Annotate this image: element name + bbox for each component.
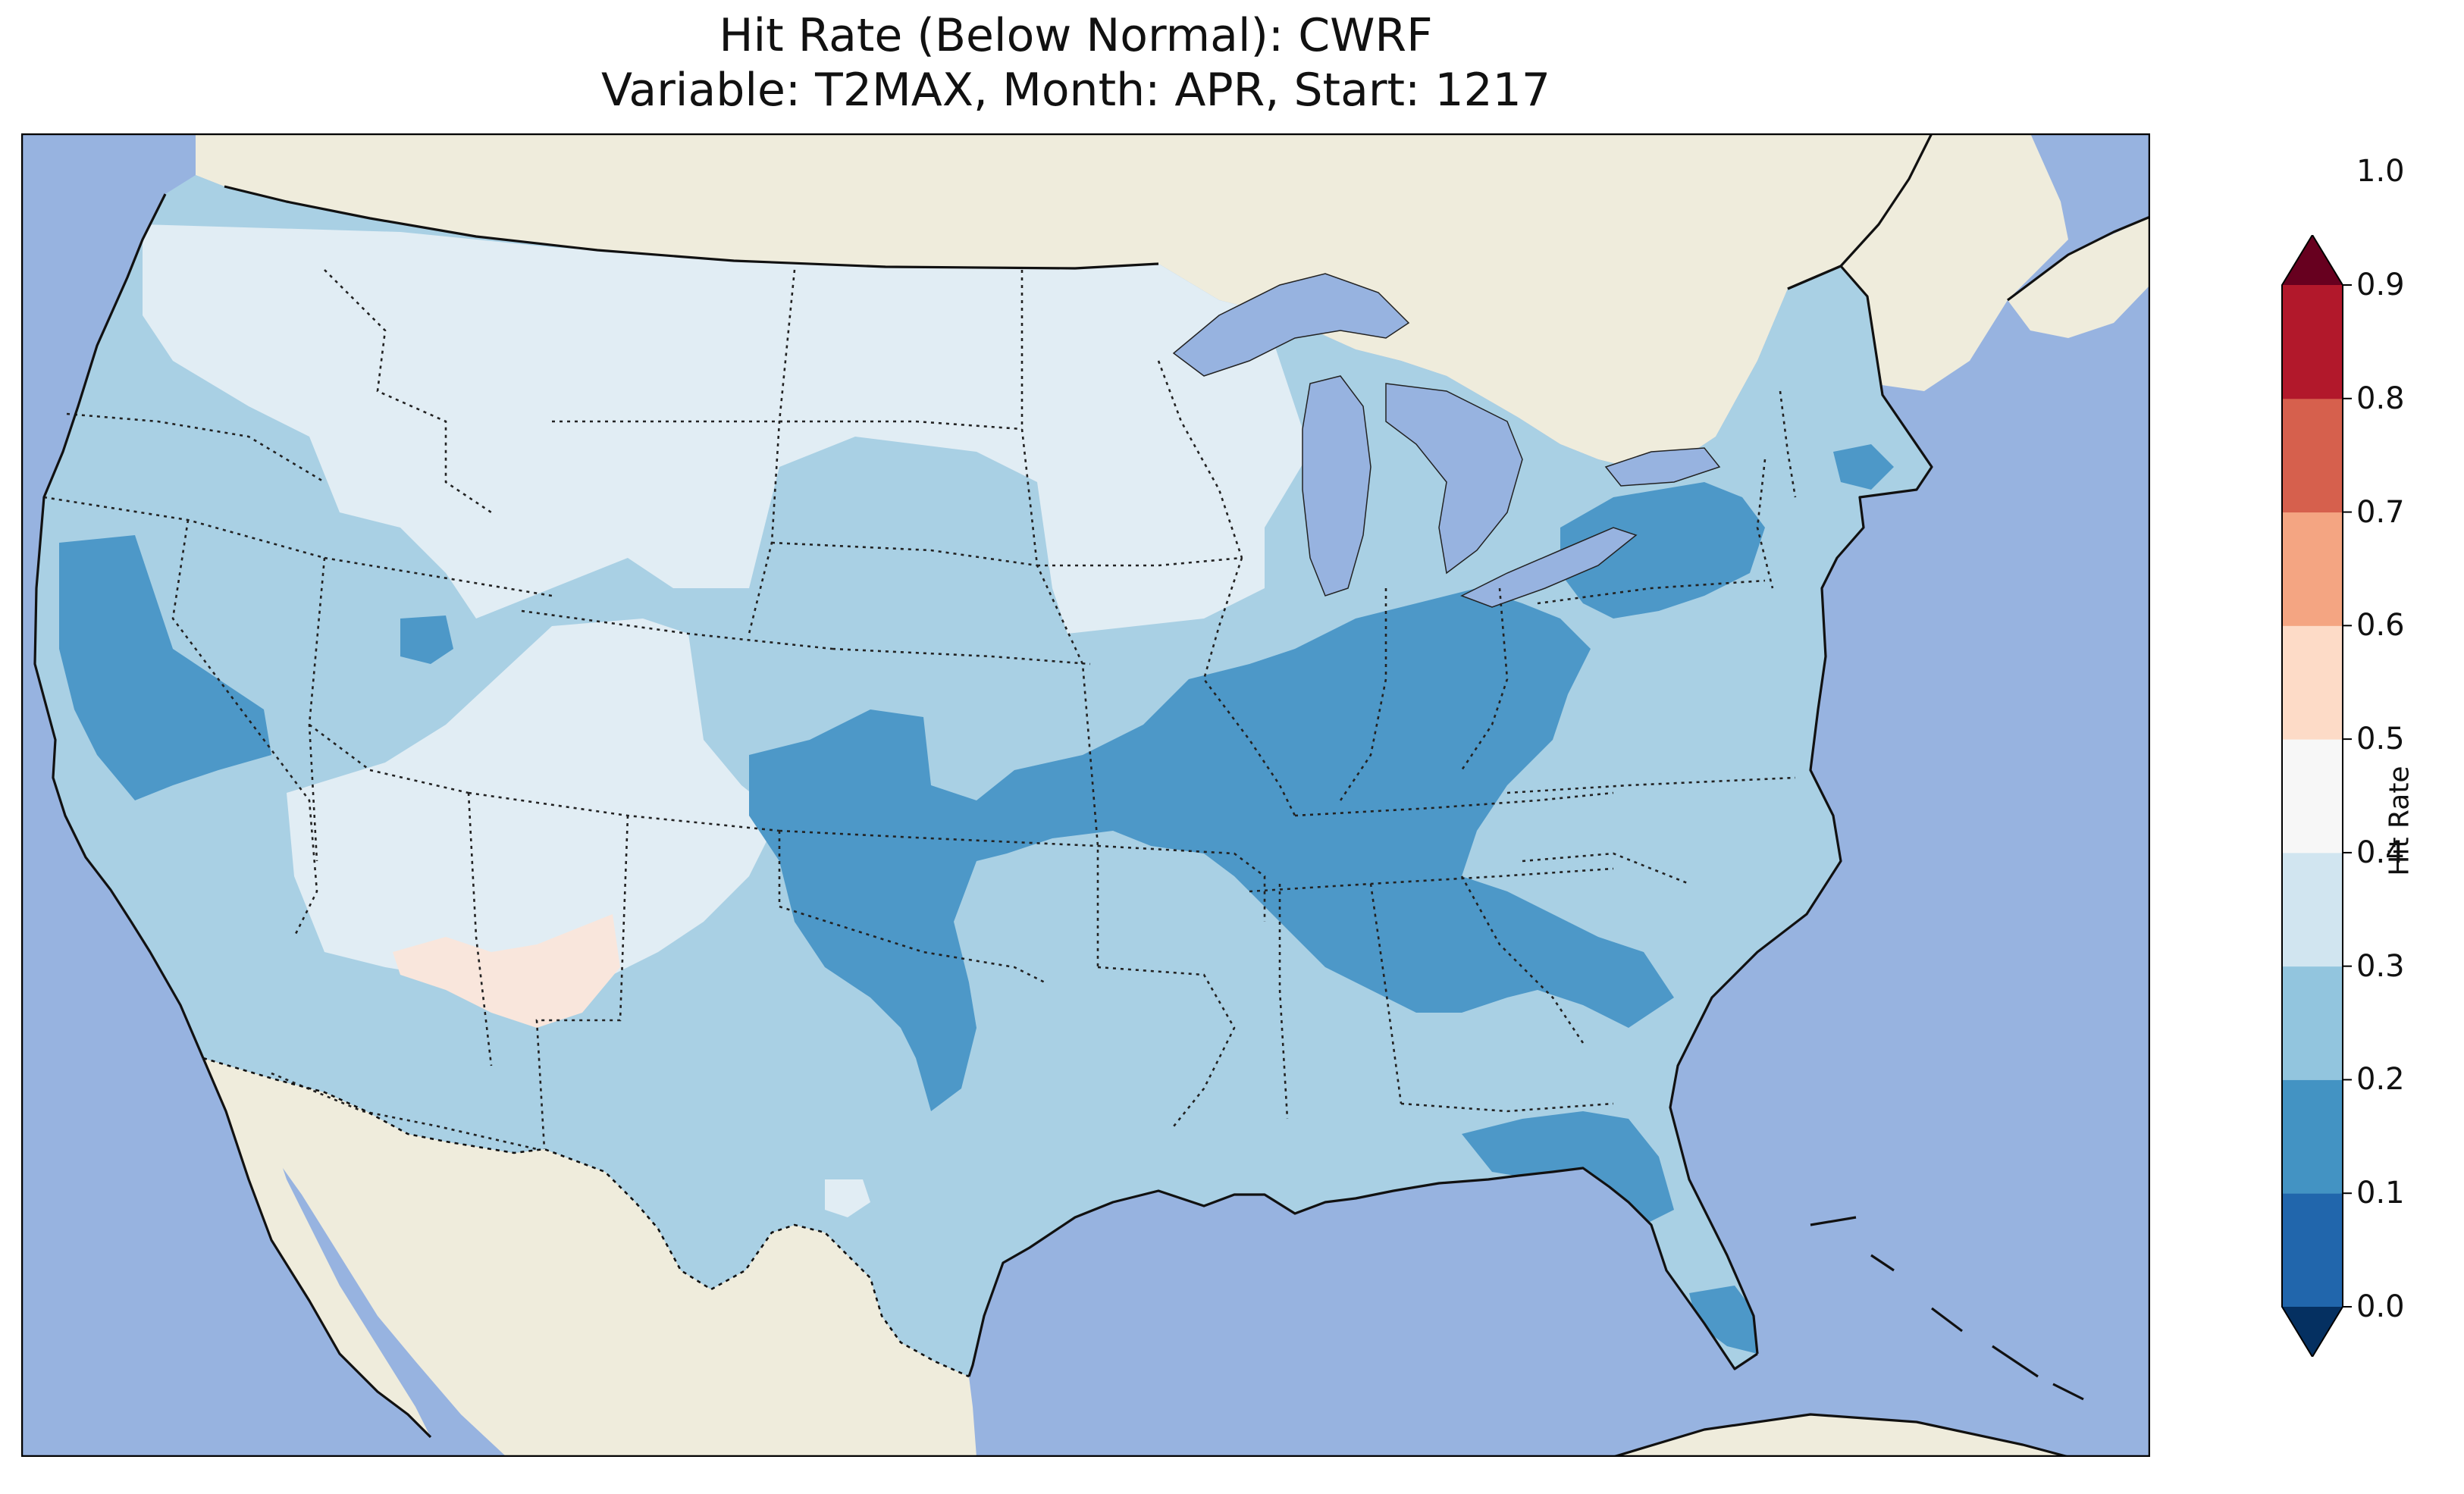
- coastlines: [33, 133, 2150, 1457]
- border-ca-nv: [171, 519, 318, 938]
- lake-michigan: [1302, 375, 1372, 597]
- border-ms-al: [1278, 884, 1289, 1120]
- colorbar-tick-label: 0.1: [2356, 1176, 2405, 1211]
- border-in-oh: [1339, 588, 1387, 801]
- colorbar-tick-label: 0.7: [2356, 494, 2405, 530]
- border-ks-ok: [779, 829, 1099, 847]
- border-az-nm: [467, 792, 493, 1066]
- colorbar-segment: [2282, 1193, 2343, 1308]
- border-id-wy-mt: [324, 269, 492, 514]
- map-panel: [21, 133, 2150, 1457]
- border-wi-ia: [1157, 360, 1243, 559]
- map-title-line2: Variable: T2MAX, Month: APR, Start: 1217: [600, 64, 1551, 117]
- colorbar-segment: [2282, 739, 2343, 853]
- nova-scotia-coastline: [2007, 215, 2150, 302]
- mexico-landmass: [203, 1058, 977, 1457]
- field-region-arizona-warm: [393, 914, 620, 1028]
- field-region-utah-spot: [400, 615, 453, 664]
- field-region-south-florida-dark: [1689, 1286, 1757, 1354]
- colorbar: [2281, 235, 2352, 1357]
- colorbar-tick-label: 0.9: [2356, 268, 2405, 302]
- hit-rate-field: [35, 175, 1932, 1377]
- border-ny-ne: [1756, 459, 1774, 589]
- colorbar-tick-label: 0.2: [2356, 1062, 2405, 1098]
- bahamas-islands: [1810, 1216, 2084, 1401]
- canada-landmass: [196, 133, 2068, 475]
- map-frame: [21, 133, 2150, 1457]
- colorbar-segment: [2282, 1079, 2343, 1194]
- colorbar-tick-label: 1.0: [2356, 154, 2405, 189]
- colorbar-tick-label: 0.4: [2356, 835, 2405, 870]
- border-va-nc: [1506, 776, 1796, 794]
- border-sd-ne: [771, 541, 1038, 567]
- colorbar-tick-label: 0.8: [2356, 381, 2405, 416]
- colorbar-tick-label: 0.0: [2356, 1289, 2405, 1324]
- colorbar-segment: [2282, 966, 2343, 1080]
- colorbar-extend-min: [2282, 1307, 2343, 1357]
- border-oh-pa: [1460, 587, 1509, 771]
- field-region-north-light: [143, 224, 1310, 634]
- cuba-landmass: [1613, 1414, 2068, 1457]
- east-coastline: [1669, 265, 1933, 1355]
- field-region-texas-light: [825, 1179, 870, 1217]
- border-mn-wi: [1020, 270, 1099, 967]
- border-ut-az: [309, 723, 469, 794]
- gulf-coastline: [967, 1167, 1758, 1377]
- border-ne-ks: [832, 647, 1091, 666]
- colorbar-label: Hit Rate: [2384, 766, 2415, 876]
- colorbar-segment: [2282, 398, 2343, 513]
- colorbar-tick-label: 0.6: [2356, 608, 2405, 644]
- border-nd-sd: [779, 420, 1023, 431]
- field-region-southwest-light: [287, 619, 779, 998]
- border-pa-ny: [1537, 579, 1766, 605]
- us-mexico-border: [202, 1057, 970, 1378]
- canada-east-coastline: [1787, 133, 1933, 290]
- state-borders: [43, 269, 1797, 1151]
- border-ga-fl: [1400, 1102, 1614, 1113]
- colorbar-segment: [2282, 285, 2343, 399]
- border-mt-nd: [748, 269, 796, 634]
- colorbar-tick-label: 0.5: [2356, 722, 2405, 757]
- lake-superior: [1172, 273, 1410, 377]
- border-co-wy: [521, 609, 833, 650]
- border-tn-ms-al-ga: [1249, 867, 1614, 893]
- border-vt-nh: [1779, 390, 1797, 498]
- us-canada-border: [224, 185, 1159, 270]
- colorbar-tick-label: 0.3: [2356, 948, 2405, 984]
- baja-coastline: [202, 1057, 432, 1439]
- cuba-coastline: [1613, 1413, 2069, 1457]
- lake-ontario: [1604, 447, 1721, 487]
- baja-california-landmass: [203, 1058, 431, 1437]
- field-region-massachusetts-dark: [1833, 444, 1894, 490]
- border-al-ga: [1369, 883, 1403, 1104]
- field-region-central-dark: [749, 588, 1674, 1111]
- nova-scotia-landmass: [2008, 217, 2150, 338]
- border-az-mx: [271, 1072, 538, 1151]
- border-ia-mo: [1037, 556, 1243, 567]
- map-title-line1: Hit Rate (Below Normal): CWRF: [719, 9, 1433, 62]
- colorbar-segment: [2282, 512, 2343, 626]
- field-region-california: [59, 535, 271, 800]
- west-coastline: [33, 193, 205, 1059]
- lake-erie: [1460, 527, 1638, 608]
- border-mo-ar: [1097, 844, 1266, 922]
- lake-huron: [1385, 383, 1523, 575]
- border-ga-sc: [1460, 875, 1585, 1044]
- border-ar-la: [1097, 966, 1236, 1127]
- border-nc-sc: [1522, 852, 1690, 885]
- border-ut-co: [324, 556, 553, 597]
- border-wa-or: [66, 412, 325, 484]
- border-ky-tn: [1294, 791, 1614, 817]
- colorbar-segment: [2282, 625, 2343, 740]
- colorbar-extend-max: [2282, 235, 2343, 285]
- colorbar-segment: [2282, 852, 2343, 967]
